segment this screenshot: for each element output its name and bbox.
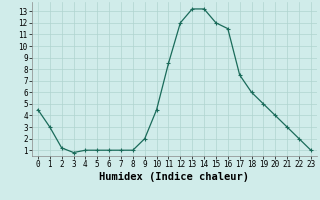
X-axis label: Humidex (Indice chaleur): Humidex (Indice chaleur) bbox=[100, 172, 249, 182]
